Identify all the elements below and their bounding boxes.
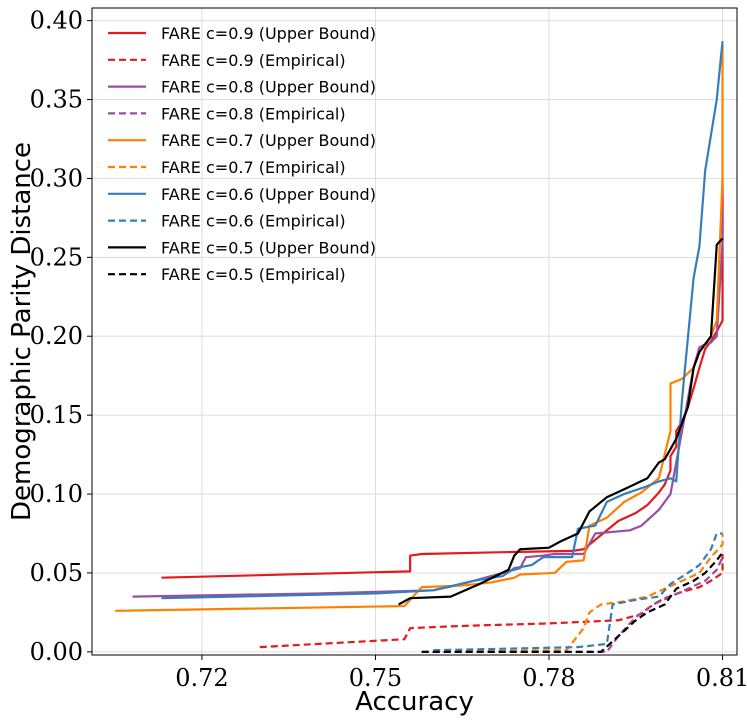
y-tick-label: 0.10 — [30, 480, 83, 508]
series-line-1 — [161, 178, 724, 579]
x-tick-label: 0.81 — [696, 664, 747, 692]
y-tick-label: 0.00 — [30, 638, 83, 666]
series-line-8 — [433, 532, 723, 652]
plot-lines — [115, 41, 724, 653]
legend-label-3: FARE c=0.8 (Upper Bound) — [161, 78, 376, 97]
legend-label-10: FARE c=0.5 (Empirical) — [161, 265, 346, 284]
x-tick-label: 0.78 — [522, 664, 575, 692]
y-tick-label: 0.40 — [30, 7, 83, 35]
plot-frame — [91, 7, 738, 656]
legend-label-8: FARE c=0.6 (Empirical) — [161, 212, 346, 231]
y-tick-label: 0.15 — [30, 401, 83, 429]
series-line-7 — [161, 41, 724, 600]
legend-label-9: FARE c=0.5 (Upper Bound) — [161, 238, 376, 257]
x-tick-label: 0.75 — [349, 664, 402, 692]
legend-label-4: FARE c=0.8 (Empirical) — [161, 104, 346, 123]
y-tick-label: 0.35 — [30, 86, 83, 114]
y-tick-label: 0.20 — [30, 322, 83, 350]
x-tick-label: 0.72 — [175, 664, 228, 692]
y-axis-ticks: 0.00 0.05 0.10 0.15 0.20 0.25 0.30 0.35 0.40 — [30, 7, 92, 666]
series-line-5 — [115, 44, 724, 612]
legend-label-5: FARE c=0.7 (Upper Bound) — [161, 131, 376, 150]
series-line-2 — [259, 554, 724, 649]
series-line-10 — [421, 551, 724, 653]
x-axis-ticks: 0.72 0.75 0.78 0.81 — [175, 655, 747, 692]
legend: FARE c=0.9 (Upper Bound) FARE c=0.9 (Empi… — [108, 24, 376, 284]
legend-label-6: FARE c=0.7 (Empirical) — [161, 158, 346, 177]
x-axis-title: Accuracy — [355, 687, 474, 717]
legend-label-2: FARE c=0.9 (Empirical) — [161, 51, 346, 70]
y-tick-label: 0.05 — [30, 559, 83, 587]
series-line-9 — [398, 237, 724, 606]
y-tick-label: 0.25 — [30, 243, 83, 271]
y-tick-label: 0.30 — [30, 164, 83, 192]
legend-label-1: FARE c=0.9 (Upper Bound) — [161, 24, 376, 43]
y-axis-title: Demographic Parity Distance — [7, 142, 37, 521]
grid — [92, 8, 737, 655]
series-line-4 — [421, 556, 724, 653]
legend-label-7: FARE c=0.6 (Upper Bound) — [161, 185, 376, 204]
